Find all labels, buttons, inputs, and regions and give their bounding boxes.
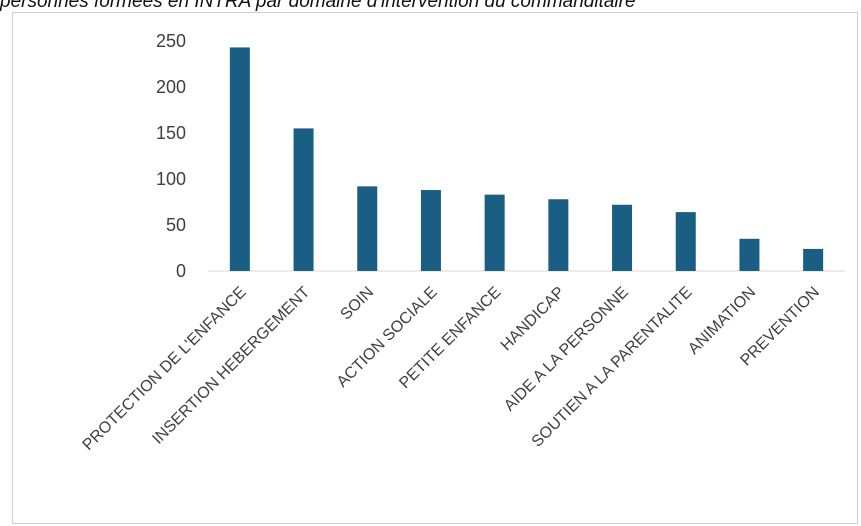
bar <box>612 204 633 271</box>
y-tick-label: 150 <box>156 123 186 143</box>
x-category-label: AIDE A LA PERSONNE <box>501 284 632 415</box>
y-tick-label: 100 <box>156 169 186 189</box>
bar <box>420 190 441 271</box>
y-tick-label: 50 <box>166 215 186 235</box>
chart-title: personnes formées en INTRA par domaine d… <box>0 0 636 12</box>
chart-frame <box>12 12 858 524</box>
bar <box>739 238 760 271</box>
bar <box>229 47 250 271</box>
x-category-label: HANDICAP <box>498 284 568 354</box>
bar <box>548 199 569 271</box>
bar <box>357 186 378 271</box>
bar <box>293 128 314 271</box>
bar <box>803 248 824 271</box>
y-tick-label: 200 <box>156 77 186 97</box>
bar <box>484 194 505 271</box>
bar <box>675 212 696 271</box>
y-tick-label: 250 <box>156 31 186 51</box>
x-category-label: SOIN <box>337 284 377 324</box>
y-tick-label: 0 <box>176 261 186 281</box>
